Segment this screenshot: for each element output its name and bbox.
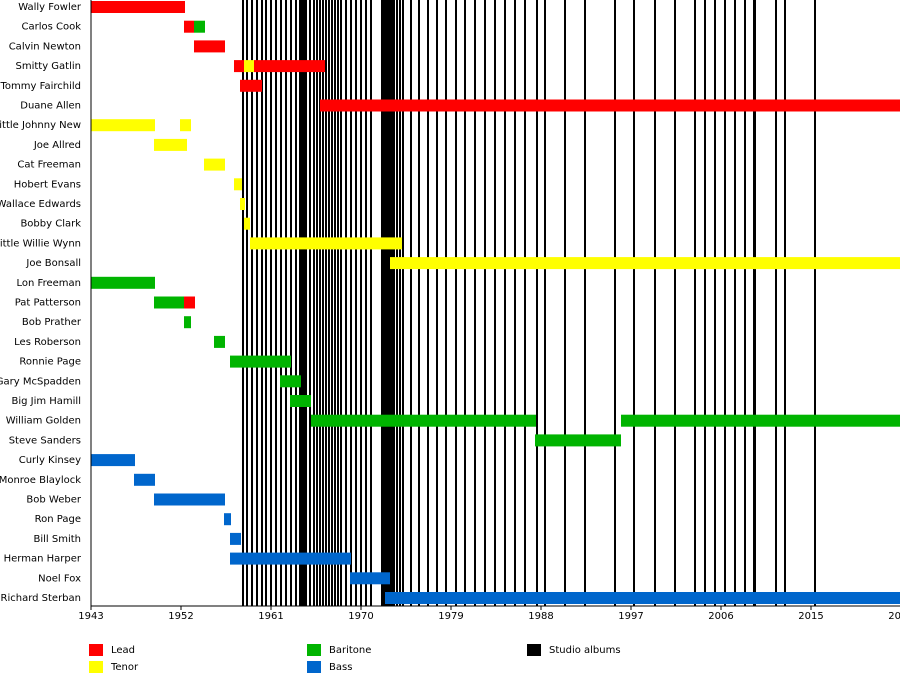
legend-swatch	[89, 661, 103, 673]
member-bar	[535, 434, 621, 447]
row-label: Calvin Newton	[9, 41, 81, 52]
row-label: Cat Freeman	[17, 160, 81, 171]
member-bar	[311, 414, 536, 427]
row-label: Ron Page	[35, 514, 81, 525]
member-bar	[290, 395, 311, 407]
member-bar	[194, 40, 225, 53]
x-tick-label: 1979	[438, 611, 463, 622]
x-tick-label: 2015	[798, 611, 823, 622]
member-bar	[184, 20, 194, 33]
member-bar	[204, 158, 225, 171]
member-bar	[244, 217, 250, 230]
x-tick-label: 1943	[78, 611, 103, 622]
row-label: William Golden	[6, 416, 81, 427]
member-bar	[91, 1, 185, 13]
row-label: Wallace Edwards	[0, 199, 81, 210]
row-label: Herman Harper	[4, 554, 82, 565]
x-tick-label: 1970	[348, 611, 373, 622]
member-bar	[154, 493, 225, 506]
row-label: Bob Weber	[26, 495, 81, 506]
row-label: Lon Freeman	[17, 278, 81, 289]
legend-swatch	[89, 644, 103, 656]
member-bar	[390, 257, 900, 270]
row-label: Ronnie Page	[19, 357, 81, 368]
row-label: Joe Bonsall	[25, 258, 81, 269]
legend-swatch	[307, 644, 321, 656]
member-bar	[91, 276, 155, 289]
row-label: Tommy Fairchild	[0, 81, 81, 92]
legend-label: Studio albums	[549, 645, 621, 656]
member-bar	[91, 119, 155, 132]
member-bar	[250, 237, 402, 250]
row-label: Monroe Blaylock	[0, 475, 81, 486]
legend-swatch	[527, 644, 541, 656]
row-label: Wally Fowler	[18, 2, 82, 13]
member-bar	[234, 60, 244, 73]
member-bar	[350, 572, 390, 585]
member-bar	[240, 79, 262, 92]
member-bar	[91, 454, 135, 467]
row-label: Little Johnny New	[0, 120, 81, 131]
member-bar	[254, 60, 325, 73]
row-label: Steve Sanders	[9, 435, 81, 446]
member-bar	[385, 592, 900, 604]
row-label: Joe Allred	[33, 140, 81, 151]
legend-label: Baritone	[329, 645, 371, 656]
member-bar	[134, 473, 155, 486]
row-label: Smitty Gatlin	[16, 61, 82, 72]
row-label: Bobby Clark	[20, 219, 81, 230]
legend-swatch	[307, 661, 321, 673]
member-bar	[280, 375, 301, 388]
member-bar	[230, 552, 351, 565]
x-tick-label: 1961	[258, 611, 283, 622]
row-label: Hobert Evans	[14, 179, 81, 190]
member-bar	[230, 355, 291, 368]
row-label: Les Roberson	[14, 337, 81, 348]
row-label: Pat Patterson	[15, 298, 81, 309]
row-label: Little Willie Wynn	[0, 238, 81, 249]
row-label: Curly Kinsey	[19, 455, 81, 466]
legend-label: Tenor	[110, 662, 139, 673]
member-bar	[320, 99, 900, 112]
row-label: Bob Prather	[22, 317, 82, 328]
row-label: Carlos Cook	[21, 22, 81, 33]
row-label: Richard Sterban	[1, 593, 82, 604]
row-label: Noel Fox	[38, 573, 81, 584]
legend-label: Lead	[111, 645, 135, 656]
x-tick-label: 1997	[618, 611, 643, 622]
member-bar	[240, 198, 245, 210]
member-bar	[234, 178, 242, 191]
member-bar	[244, 60, 254, 73]
row-label: Gary McSpadden	[0, 376, 81, 387]
row-label: Bill Smith	[34, 534, 82, 545]
member-bar	[184, 316, 191, 329]
member-bar	[180, 119, 191, 132]
member-bar	[224, 513, 231, 526]
row-label: Duane Allen	[20, 101, 81, 112]
member-bar	[154, 138, 187, 151]
x-tick-label: 2006	[708, 611, 733, 622]
member-bar	[230, 532, 241, 545]
x-tick-label: 2024	[888, 611, 900, 622]
row-label: Big Jim Hamill	[11, 396, 81, 407]
member-bar	[214, 335, 225, 348]
x-tick-label: 1952	[168, 611, 193, 622]
member-bar	[621, 414, 900, 427]
x-tick-label: 1988	[528, 611, 553, 622]
member-bar	[154, 296, 184, 309]
member-bar	[194, 20, 205, 33]
legend-label: Bass	[329, 662, 352, 673]
member-bar	[184, 296, 195, 309]
